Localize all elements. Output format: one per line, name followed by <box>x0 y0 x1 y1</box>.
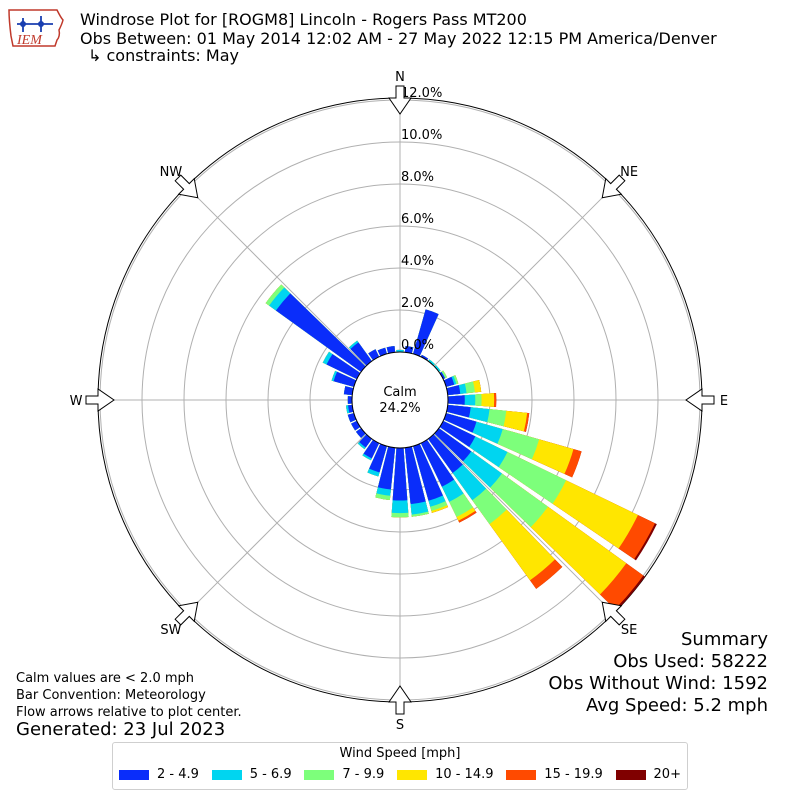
flow-arrow-icon <box>685 388 715 412</box>
legend-item: 15 - 19.9 <box>506 767 603 782</box>
direction-label: NW <box>160 165 183 180</box>
windrose-bar-segment <box>275 293 366 372</box>
chart-overlay: Calm24.2%0.0%2.0%4.0%6.0%8.0%10.0%12.0%N… <box>70 70 729 733</box>
legend-item: 10 - 14.9 <box>397 767 494 782</box>
radial-tick-label: 6.0% <box>401 212 434 227</box>
iem-logo: IEM <box>8 9 64 48</box>
direction-label: E <box>720 394 728 409</box>
windrose-bar-segment <box>386 345 396 354</box>
windrose-bar-segment <box>333 371 357 387</box>
radial-tick-label: 0.0% <box>401 338 434 353</box>
windrose-bar-segment <box>404 446 426 505</box>
direction-label: SW <box>160 623 181 638</box>
radial-tick-label: 12.0% <box>401 86 442 101</box>
generated-date: Generated: 23 Jul 2023 <box>16 719 226 740</box>
windrose-bar-segment <box>359 434 372 448</box>
direction-label: W <box>70 394 83 409</box>
windrose-bar-segment <box>443 413 477 433</box>
windrose-bar-segment <box>446 404 471 418</box>
summary-heading: Summary <box>681 629 768 650</box>
flow-arrow-icon <box>174 601 199 626</box>
legend-item: 2 - 4.9 <box>119 767 199 782</box>
legend-title: Wind Speed [mph] <box>339 746 461 761</box>
windrose-bar-segment <box>347 396 353 404</box>
logo-text: IEM <box>16 33 43 48</box>
windrose-bar-segment <box>369 443 387 473</box>
direction-label: SE <box>621 623 637 638</box>
windrose-bar-segment <box>368 349 380 361</box>
windrose-bar-segment <box>355 428 366 438</box>
windrose-bar-segment <box>392 447 408 501</box>
legend-item: 20+ <box>615 767 681 782</box>
legend-label: 2 - 4.9 <box>157 767 199 782</box>
flow-arrow-icon <box>388 685 412 715</box>
summary-avg-speed: Avg Speed: 5.2 mph <box>586 695 768 716</box>
calm-label: Calm <box>383 385 416 400</box>
radial-tick-label: 8.0% <box>401 170 434 185</box>
flow-arrow-icon <box>601 174 626 199</box>
windrose-bar-segment <box>404 345 414 354</box>
windrose-bar-segment <box>326 354 361 380</box>
radial-tick-label: 2.0% <box>401 296 434 311</box>
windrose-bar-segment <box>363 439 380 459</box>
windrose-bar-segment <box>443 376 455 387</box>
legend-swatch <box>119 769 149 780</box>
observation-period: Obs Between: 01 May 2014 12:02 AM - 27 M… <box>80 29 717 48</box>
windrose-bar-segment <box>343 386 354 396</box>
iowa-state-outline-icon <box>8 9 64 47</box>
legend-label: 20+ <box>653 767 681 782</box>
summary-obs-used: Obs Used: 58222 <box>613 651 768 672</box>
grid-spoke <box>186 186 367 367</box>
bar-convention-note: Bar Convention: Meteorology <box>16 688 206 703</box>
radial-tick-label: 10.0% <box>401 128 442 143</box>
windrose-bar-segment <box>413 443 443 501</box>
windrose-bar-segment <box>439 371 446 380</box>
calm-circle <box>351 351 449 449</box>
windrose-bar-segment <box>420 354 429 361</box>
legend-item: 7 - 9.9 <box>304 767 384 782</box>
legend: Wind Speed [mph] 2 - 4.9 5 - 6.9 7 - 9.9… <box>112 742 688 790</box>
legend-label: 5 - 6.9 <box>249 767 292 782</box>
windrose-bar-segment <box>434 365 441 372</box>
legend-swatch <box>506 769 537 780</box>
chart-title: Windrose Plot for [ROGM8] Lincoln - Roge… <box>80 10 527 29</box>
direction-label: S <box>396 718 404 733</box>
windrose-bar-segment <box>428 434 463 473</box>
grid-spoke <box>433 433 614 614</box>
windrose-bar-segment <box>350 342 372 366</box>
calm-note: Calm values are < 2.0 mph <box>16 671 195 686</box>
legend-swatch <box>615 769 646 780</box>
windrose-bar-segment <box>447 395 465 405</box>
flow-arrows-note: Flow arrows relative to plot center. <box>16 705 242 720</box>
flow-arrow-icon <box>601 601 626 626</box>
calm-value: 24.2% <box>379 401 420 416</box>
legend-label: 10 - 14.9 <box>435 767 494 782</box>
radial-tick-label: 4.0% <box>401 254 434 269</box>
windrose-bar-segment <box>434 428 472 462</box>
legend-swatch <box>397 769 428 780</box>
flow-arrow-icon <box>388 85 412 115</box>
grid-spoke <box>433 186 614 367</box>
direction-label: N <box>395 70 405 85</box>
windrose-bar-segment <box>439 420 476 448</box>
grid-spoke <box>186 433 367 614</box>
flow-arrow-icon <box>85 388 115 412</box>
legend-swatch <box>304 769 335 780</box>
windrose-bar-segment <box>446 385 461 396</box>
legend-item: 5 - 6.9 <box>211 767 292 782</box>
windrose-bar-segment <box>377 446 396 490</box>
flow-arrow-icon <box>174 174 199 199</box>
summary-obs-without-wind: Obs Without Wind: 1592 <box>548 673 768 694</box>
windrose-bar-segment <box>420 439 455 487</box>
legend-items: 2 - 4.9 5 - 6.9 7 - 9.9 10 - 14.9 15 - 1… <box>119 767 681 782</box>
constraints-note: ↳ constraints: May <box>88 46 239 65</box>
legend-label: 15 - 19.9 <box>544 767 603 782</box>
windrose-bar-segment <box>428 359 435 366</box>
windrose-bars <box>265 284 657 611</box>
legend-swatch <box>211 769 242 780</box>
windrose-bar-segment <box>413 309 439 357</box>
legend-label: 7 - 9.9 <box>342 767 385 782</box>
direction-label: NE <box>620 165 638 180</box>
